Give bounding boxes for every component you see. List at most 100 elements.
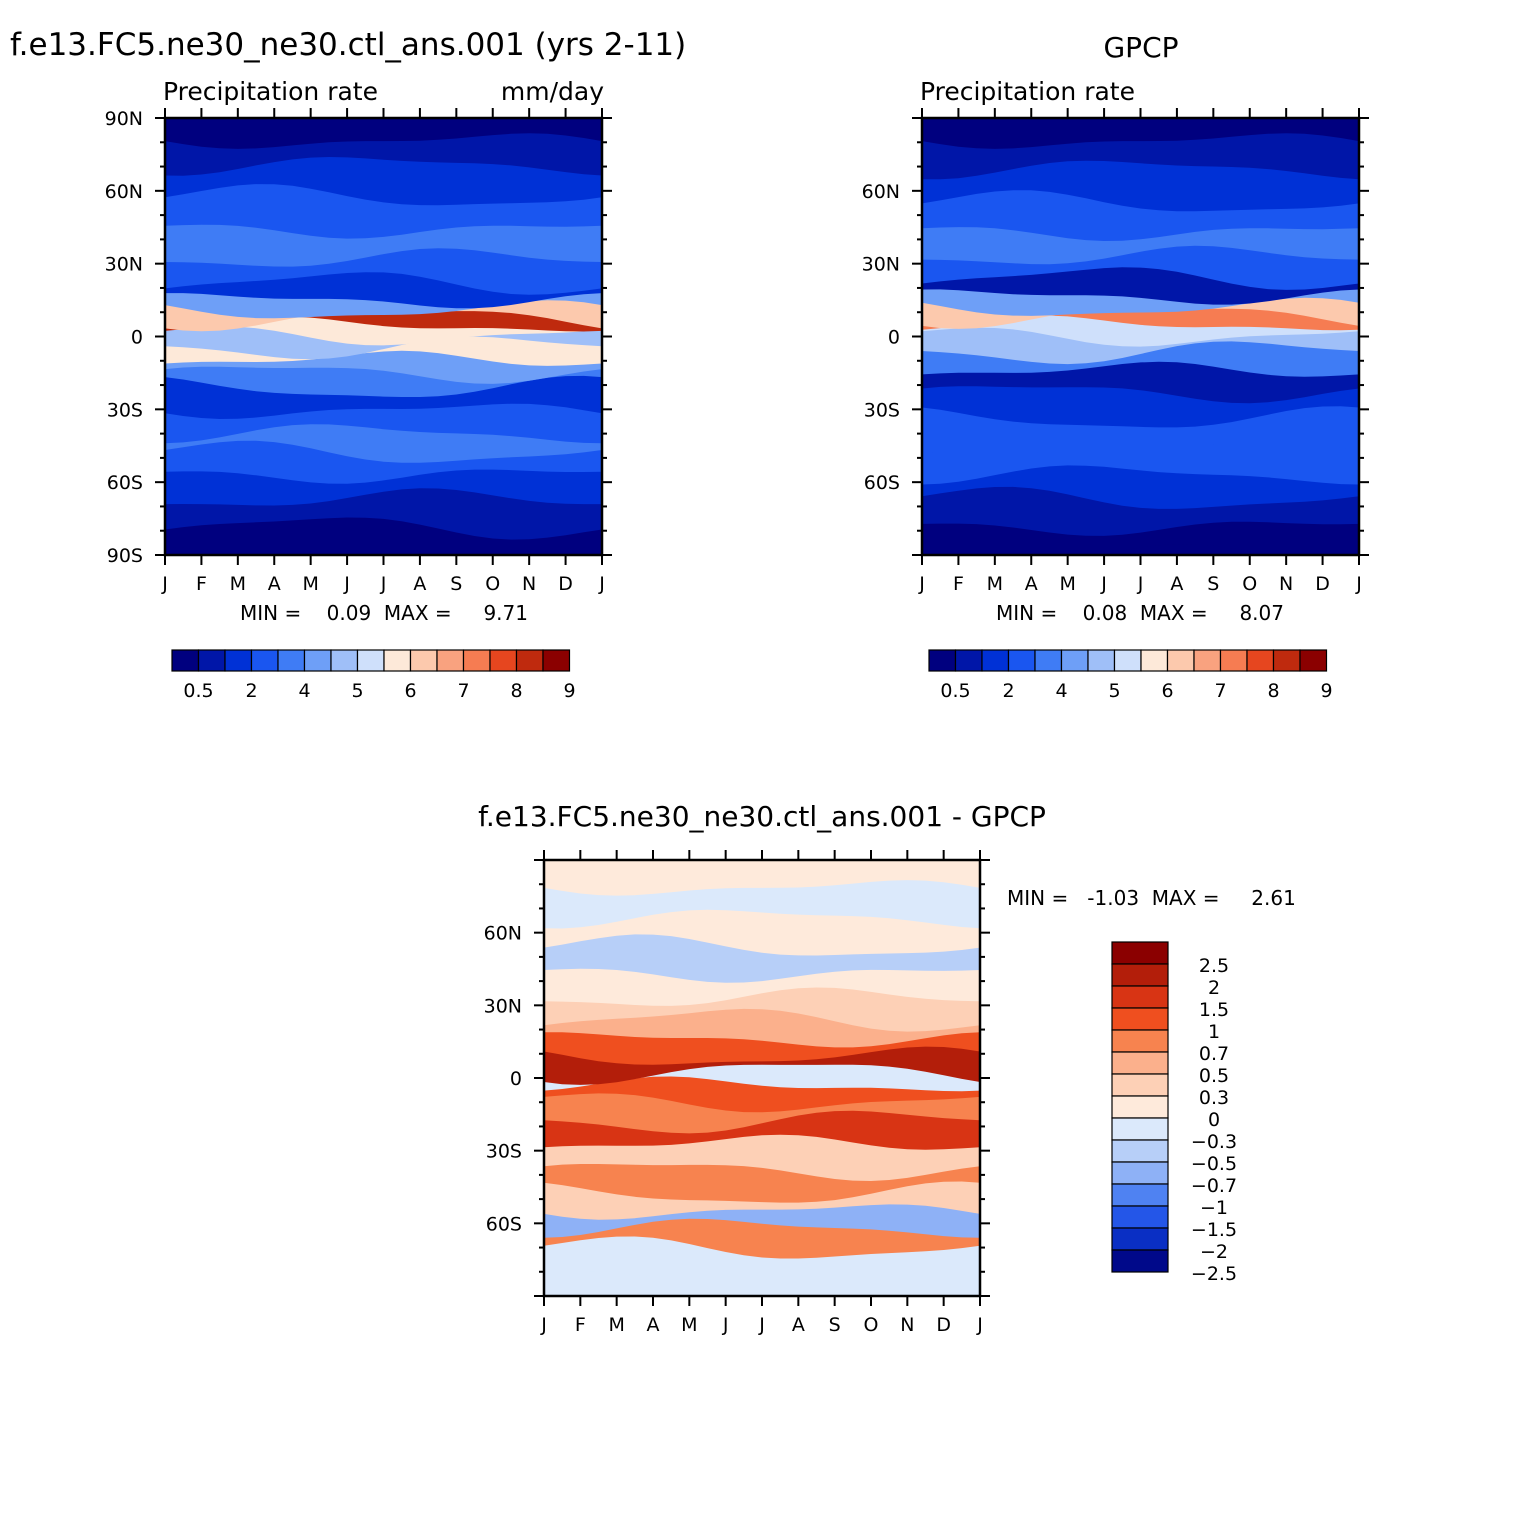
model-y-tick-label: 30S bbox=[107, 399, 143, 421]
obs-colorbar-box bbox=[1272, 649, 1301, 672]
model-colorbar-label: 7 bbox=[457, 680, 469, 702]
model-x-tick-label: F bbox=[196, 573, 207, 595]
model-colorbar-box bbox=[489, 649, 518, 672]
obs-y-tick-label: 60S bbox=[864, 472, 900, 494]
obs-colorbar-label: 0.5 bbox=[940, 680, 970, 702]
obs-y-tick-label: 0 bbox=[888, 327, 900, 349]
diff-y-tick-label: 60N bbox=[484, 923, 522, 945]
obs-x-tick-label: S bbox=[1207, 573, 1219, 595]
diff-x-tick-label: A bbox=[792, 1314, 805, 1336]
model-stats: MIN = 0.09 MAX = 9.71 bbox=[240, 601, 528, 625]
obs-colorbar-box bbox=[1113, 649, 1142, 672]
obs-x-tick-label: J bbox=[1355, 573, 1362, 595]
obs-band-0 bbox=[922, 118, 1359, 149]
obs-colorbar-box bbox=[928, 649, 957, 672]
model-colorbar-box bbox=[330, 649, 359, 672]
obs-colorbar-box bbox=[1193, 649, 1222, 672]
model-x-tick-label: S bbox=[450, 573, 462, 595]
model-colorbar-box bbox=[356, 649, 385, 672]
diff-title: f.e13.FC5.ne30_ne30.ctl_ans.001 - GPCP bbox=[478, 800, 1046, 833]
diff-colorbar-box bbox=[1111, 941, 1169, 965]
diff-x-tick-label: A bbox=[647, 1314, 660, 1336]
diff-x-tick-label: D bbox=[936, 1314, 951, 1336]
model-colorbar-label: 8 bbox=[510, 680, 522, 702]
diff-y-tick-label: 30N bbox=[484, 995, 522, 1017]
model-y-tick-label: 60S bbox=[107, 472, 143, 494]
panel-diff: f.e13.FC5.ne30_ne30.ctl_ans.001 - GPCP J… bbox=[478, 800, 1296, 1336]
model-colorbar-label: 6 bbox=[404, 680, 416, 702]
model-colorbar-label: 0.5 bbox=[183, 680, 213, 702]
model-colorbar-box bbox=[277, 649, 306, 672]
obs-x-tick-label: N bbox=[1279, 573, 1293, 595]
diff-colorbar-label: 2.5 bbox=[1199, 955, 1229, 977]
obs-y-tick-label: 60N bbox=[862, 181, 900, 203]
diff-colorbar-box bbox=[1111, 1095, 1169, 1119]
obs-colorbar-box bbox=[1060, 649, 1089, 672]
obs-colorbar-box bbox=[954, 649, 983, 672]
diff-band-0 bbox=[544, 860, 980, 896]
model-colorbar-box bbox=[303, 649, 332, 672]
diff-colorbar-box bbox=[1111, 985, 1169, 1009]
diff-colorbar-label: 0.3 bbox=[1199, 1087, 1229, 1109]
diff-colorbar-box bbox=[1111, 1183, 1169, 1207]
diff-x-tick-label: J bbox=[540, 1314, 547, 1336]
obs-colorbar-label: 6 bbox=[1161, 680, 1173, 702]
model-band-0 bbox=[165, 118, 602, 149]
diff-colorbar-label: −1 bbox=[1200, 1197, 1228, 1219]
diff-colorbar-label: −0.3 bbox=[1191, 1131, 1237, 1153]
obs-colorbar-box bbox=[981, 649, 1010, 672]
model-subtitle-right: mm/day bbox=[501, 77, 604, 106]
obs-colorbar-box bbox=[1087, 649, 1116, 672]
diff-colorbar-label: 2 bbox=[1208, 977, 1220, 999]
model-x-tick-label: J bbox=[161, 573, 168, 595]
obs-colorbar-box bbox=[1140, 649, 1169, 672]
obs-x-tick-label: A bbox=[1170, 573, 1183, 595]
panel-model: f.e13.FC5.ne30_ne30.ctl_ans.001 (yrs 2-1… bbox=[10, 27, 686, 702]
diff-x-tick-label: O bbox=[864, 1314, 879, 1336]
diff-x-tick-label: J bbox=[976, 1314, 983, 1336]
model-title: f.e13.FC5.ne30_ne30.ctl_ans.001 (yrs 2-1… bbox=[10, 27, 686, 63]
model-colorbar-box bbox=[383, 649, 412, 672]
model-y-tick-label: 60N bbox=[105, 181, 143, 203]
model-colorbar-label: 4 bbox=[298, 680, 310, 702]
model-colorbar-label: 2 bbox=[245, 680, 257, 702]
obs-x-tick-label: A bbox=[1025, 573, 1038, 595]
diff-colorbar-label: −2.5 bbox=[1191, 1263, 1237, 1285]
diff-colorbar-box bbox=[1111, 1249, 1169, 1273]
model-x-tick-label: D bbox=[558, 573, 573, 595]
obs-x-tick-label: F bbox=[953, 573, 964, 595]
obs-stats: MIN = 0.08 MAX = 8.07 bbox=[996, 601, 1284, 625]
diff-colorbar-label: 1.5 bbox=[1199, 999, 1229, 1021]
obs-x-tick-label: M bbox=[987, 573, 1003, 595]
obs-colorbar-box bbox=[1246, 649, 1275, 672]
obs-x-tick-label: J bbox=[918, 573, 925, 595]
model-colorbar-box bbox=[515, 649, 544, 672]
diff-colorbar-box bbox=[1111, 963, 1169, 987]
model-x-tick-label: M bbox=[230, 573, 246, 595]
obs-colorbar-box bbox=[1219, 649, 1248, 672]
diff-colorbar-label: −0.5 bbox=[1191, 1153, 1237, 1175]
model-colorbar: 0.5 2 4 5 6 7 8 9 bbox=[171, 649, 576, 702]
model-x-tick-label: A bbox=[268, 573, 281, 595]
obs-colorbar-label: 9 bbox=[1320, 680, 1332, 702]
diff-colorbar-box bbox=[1111, 1051, 1169, 1075]
model-colorbar-box bbox=[462, 649, 491, 672]
diff-colorbar-label: −0.7 bbox=[1191, 1175, 1237, 1197]
diff-y-tick-label: 30S bbox=[486, 1141, 522, 1163]
model-colorbar-box bbox=[250, 649, 279, 672]
diff-colorbar-box bbox=[1111, 1117, 1169, 1141]
obs-subtitle-left: Precipitation rate bbox=[920, 77, 1135, 106]
diff-x-tick-label: M bbox=[608, 1314, 624, 1336]
obs-colorbar-label: 8 bbox=[1267, 680, 1279, 702]
diff-x-tick-label: N bbox=[900, 1314, 914, 1336]
diff-colorbar: 2.521.510.70.50.30−0.3−0.5−0.7−1−1.5−2−2… bbox=[1111, 941, 1237, 1285]
obs-x-tick-label: J bbox=[1100, 573, 1107, 595]
diff-colorbar-box bbox=[1111, 1161, 1169, 1185]
obs-colorbar-label: 2 bbox=[1002, 680, 1014, 702]
model-y-tick-label: 30N bbox=[105, 254, 143, 276]
diff-colorbar-box bbox=[1111, 1029, 1169, 1053]
diff-colorbar-label: 0.7 bbox=[1199, 1043, 1229, 1065]
obs-x-tick-label: J bbox=[1137, 573, 1144, 595]
